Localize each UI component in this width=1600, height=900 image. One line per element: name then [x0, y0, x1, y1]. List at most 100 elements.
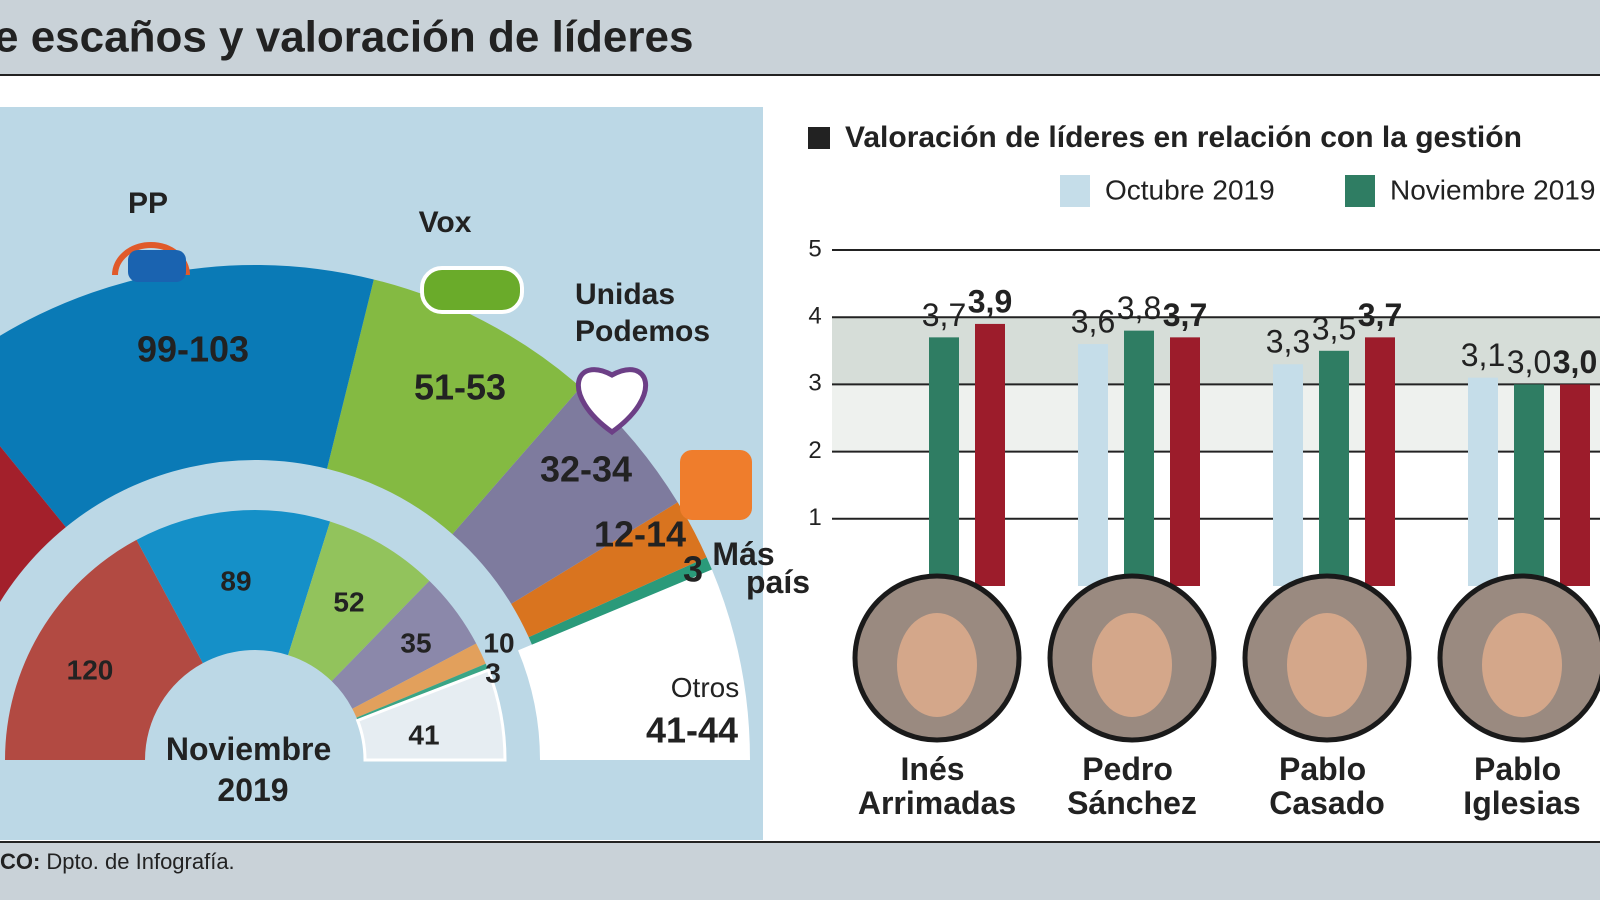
legend-swatch [1060, 175, 1090, 207]
value-label: 3,7 [1163, 297, 1207, 333]
previous-seats [331, 580, 477, 709]
bar [1170, 337, 1200, 586]
bar [1273, 364, 1303, 586]
bar [929, 337, 959, 586]
estimate-label: 51-53 [414, 367, 506, 408]
line-1: PP [128, 187, 168, 220]
bar [1319, 350, 1349, 586]
party-name: Otros [671, 672, 739, 703]
leader-name: Inés Arrimadas [858, 751, 1016, 821]
y-tick-label: 4 [808, 303, 821, 330]
bar [1560, 384, 1590, 586]
estimate-label: 12-14 [594, 514, 686, 555]
estimate-label: 32-34 [540, 449, 632, 490]
estimate-seats [528, 557, 712, 645]
chart-title: Valoración de líderes en relación con la… [845, 121, 1522, 154]
estimate-label: 99-103 [137, 329, 249, 370]
party-name: Más país [712, 536, 810, 600]
page-title: e escaños y valoración de líderes [0, 13, 693, 62]
line-1: Pablo [1279, 751, 1375, 787]
y-tick-label: 2 [808, 437, 821, 464]
previous-seats [352, 643, 486, 718]
value-label: 3,8 [1117, 290, 1161, 326]
line-1: Unidas [575, 278, 683, 311]
previous-seats-label: 35 [400, 627, 431, 658]
previous-seats-label: 41 [408, 719, 439, 750]
bar [975, 323, 1005, 586]
leader-face [1287, 613, 1367, 717]
leader-face [897, 613, 977, 717]
value-label: 3,6 [1071, 304, 1115, 340]
line-2: 2019 [217, 772, 288, 808]
line-2: Iglesias [1463, 785, 1580, 821]
party-name: PP [128, 187, 168, 220]
value-label: 3,7 [922, 297, 966, 333]
line-2: Sánchez [1067, 785, 1197, 821]
up-logo [575, 367, 649, 436]
estimate-seats [518, 569, 750, 760]
previous-seats-label: 10 [483, 627, 514, 658]
bar [1365, 337, 1395, 586]
line-1: Otros [671, 672, 739, 703]
line-1: Noviembre [166, 731, 340, 767]
previous-seats-label: 3 [485, 657, 501, 688]
leader-face [1092, 613, 1172, 717]
previous-seats [356, 663, 489, 721]
cs-logo [680, 450, 752, 520]
line-1: Vox [419, 206, 472, 239]
value-label: 3,1 [1461, 337, 1505, 373]
footer-label: CO: [0, 849, 40, 874]
previous-seats [288, 521, 430, 682]
leader-name: Pablo Casado [1269, 751, 1385, 821]
previous-seats-label: 120 [67, 654, 114, 685]
line-1: Pedro [1082, 751, 1182, 787]
party-name: Unidas Podemos [575, 278, 710, 348]
legend-label: Octubre 2019 [1105, 174, 1275, 205]
party-name: Vox [419, 206, 472, 239]
bar [1514, 384, 1544, 586]
header-band [0, 0, 1600, 74]
estimate-seats [0, 265, 374, 528]
value-label: 3,7 [1358, 297, 1402, 333]
value-label: 3,0 [1507, 344, 1551, 380]
previous-seats [136, 510, 331, 664]
value-label: 3,9 [968, 283, 1012, 319]
footer: CO: Dpto. de Infografía. [0, 849, 235, 874]
line-2: Arrimadas [858, 785, 1016, 821]
previous-seats [5, 539, 203, 760]
estimate-seats [511, 502, 707, 638]
line-2: Podemos [575, 315, 710, 348]
legend-label: Noviembre 2019 [1390, 174, 1595, 205]
bar [1078, 344, 1108, 586]
legend-swatch [1345, 175, 1375, 207]
estimate-rest [0, 446, 66, 603]
value-label: 3,3 [1266, 324, 1310, 360]
hemicycle-label: Noviembre 2019 [166, 731, 340, 808]
estimate-seats [452, 387, 678, 604]
leader-face [1482, 613, 1562, 717]
leader-name: Pablo Iglesias [1463, 751, 1580, 821]
pp-logo [128, 250, 186, 282]
estimate-label: 41-44 [646, 710, 738, 751]
previous-seats-label: 89 [220, 565, 251, 596]
line-2: Casado [1269, 785, 1385, 821]
line-1: Inés [901, 751, 974, 787]
value-label: 3,5 [1312, 310, 1356, 346]
title-marker [808, 127, 830, 149]
y-tick-label: 3 [808, 370, 821, 397]
y-tick-label: 5 [808, 235, 821, 262]
line-2: país [746, 564, 810, 600]
footer-band [0, 842, 1600, 900]
previous-seats-label: 52 [333, 586, 364, 617]
estimate-seats [326, 279, 581, 535]
vox-logo [420, 266, 524, 314]
previous-seats [355, 668, 507, 762]
estimate-label: 3 [683, 549, 703, 590]
bar [1468, 377, 1498, 586]
footer-text: Dpto. de Infografía. [46, 849, 234, 874]
bar [1124, 330, 1154, 586]
y-tick-label: 1 [808, 504, 821, 531]
value-label: 3,0 [1553, 344, 1597, 380]
